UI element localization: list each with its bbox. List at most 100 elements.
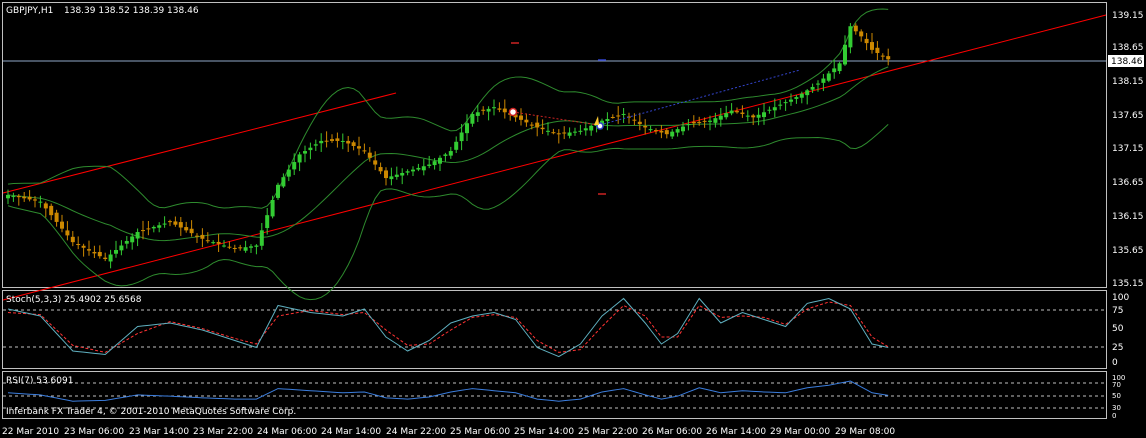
trade-open-marker[interactable] <box>508 107 518 117</box>
candle-body <box>637 121 642 125</box>
candle-body <box>351 142 356 146</box>
candle-body <box>616 115 621 117</box>
svg-text:70: 70 <box>1112 381 1121 389</box>
svg-text:50: 50 <box>1112 324 1124 334</box>
candle-body <box>691 121 696 124</box>
candle-body <box>567 132 572 136</box>
candle-body <box>6 194 10 199</box>
stoch-levels <box>3 309 1106 348</box>
candle-body <box>43 203 48 209</box>
ohlc-readout: 138.39 138.52 138.39 138.46 <box>64 6 199 16</box>
candle-body <box>357 146 361 149</box>
time-tick: 23 Mar 22:00 <box>193 427 253 437</box>
candle-body <box>729 110 734 114</box>
candle-body <box>427 164 432 166</box>
candle-body <box>610 116 615 118</box>
price-tick: 138.15 <box>1112 77 1144 87</box>
candle-body <box>751 115 756 118</box>
candle-body <box>859 31 864 37</box>
candle-body <box>281 177 286 187</box>
candle-body <box>864 38 869 44</box>
candle-body <box>459 132 464 142</box>
candle-body <box>799 93 804 98</box>
candle-body <box>330 139 334 141</box>
candle-body <box>238 247 243 249</box>
candle-body <box>33 199 37 201</box>
rsi-pane[interactable] <box>2 371 1107 419</box>
candle-body <box>324 140 329 142</box>
rsi-axis: 100 70 50 30 0 <box>1112 374 1125 420</box>
candle-body <box>162 223 167 225</box>
candle-body <box>286 169 291 177</box>
candle-body <box>405 171 410 173</box>
candle-body <box>65 230 70 236</box>
rsi-label: RSI(7) 53.6091 <box>6 376 73 386</box>
candle-body <box>648 129 653 131</box>
svg-text:25: 25 <box>1112 343 1123 353</box>
candlestick-series <box>6 23 891 269</box>
candle-body <box>735 111 739 113</box>
stoch-pane[interactable] <box>2 290 1107 369</box>
candle-body <box>216 241 221 244</box>
candle-body <box>562 132 567 134</box>
price-tick: 136.15 <box>1112 212 1144 222</box>
candle-body <box>384 170 388 179</box>
candle-body <box>486 108 491 112</box>
bollinger-upper-band <box>7 8 889 209</box>
candle-body <box>848 26 853 48</box>
candle-body <box>481 109 486 111</box>
candle-body <box>772 107 777 111</box>
time-tick: 23 Mar 06:00 <box>64 427 124 437</box>
candle-body <box>227 246 232 248</box>
candle-body <box>718 115 723 120</box>
time-tick: 22 Mar 2010 <box>2 427 59 437</box>
upper-trendline[interactable] <box>2 92 397 194</box>
candle-body <box>340 140 345 142</box>
candle-body <box>826 73 831 81</box>
price-tick: 135.65 <box>1112 246 1144 256</box>
candle-body <box>810 86 815 90</box>
time-tick: 26 Mar 06:00 <box>642 427 702 437</box>
time-tick: 24 Mar 22:00 <box>386 427 446 437</box>
candle-body <box>400 172 405 176</box>
candle-body <box>762 112 766 118</box>
candle-body <box>540 127 545 130</box>
candle-body <box>632 119 637 121</box>
svg-text:100: 100 <box>1112 374 1125 382</box>
candle-body <box>502 108 507 113</box>
candle-body <box>270 199 275 217</box>
candle-body <box>297 154 302 163</box>
candle-body <box>249 246 253 248</box>
candle-body <box>546 130 550 132</box>
candle-body <box>303 151 307 154</box>
candle-body <box>708 120 712 122</box>
candle-body <box>254 245 259 247</box>
candle-body <box>119 245 124 251</box>
arrow-marker-icon <box>594 116 599 125</box>
candle-body <box>346 140 351 144</box>
candle-body <box>60 221 64 229</box>
candle-body <box>146 228 151 230</box>
candle-body <box>654 130 658 132</box>
time-tick: 26 Mar 14:00 <box>706 427 766 437</box>
candle-body <box>681 126 685 132</box>
candle-body <box>529 124 534 126</box>
candle-body <box>205 240 210 242</box>
svg-text:30: 30 <box>1112 404 1121 412</box>
candle-body <box>335 138 340 141</box>
candle-body <box>524 119 529 123</box>
candle-body <box>243 247 248 251</box>
candle-body <box>551 132 556 134</box>
lower-trendline[interactable] <box>2 14 1107 301</box>
candle-body <box>697 121 702 123</box>
price-tick: 138.65 <box>1112 43 1144 53</box>
candle-body <box>54 212 59 222</box>
candle-body <box>114 250 118 254</box>
candle-body <box>22 196 27 199</box>
candle-body <box>394 174 399 177</box>
candle-body <box>454 141 459 150</box>
candle-body <box>583 128 588 131</box>
candle-body <box>38 201 43 203</box>
main-pane[interactable] <box>2 2 1107 288</box>
